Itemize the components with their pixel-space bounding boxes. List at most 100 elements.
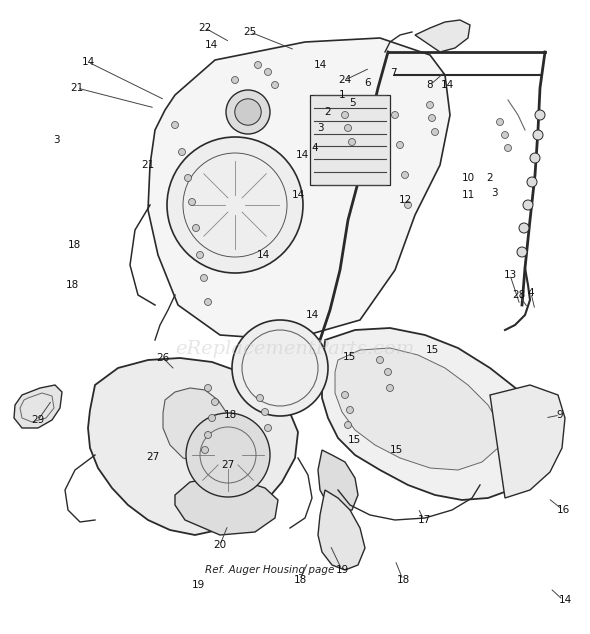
Text: 5: 5: [349, 98, 355, 108]
Circle shape: [235, 99, 261, 125]
Circle shape: [254, 61, 261, 68]
Text: 15: 15: [348, 435, 360, 445]
Circle shape: [261, 408, 268, 415]
Polygon shape: [322, 328, 550, 500]
Text: 15: 15: [342, 352, 356, 362]
Text: 8: 8: [427, 80, 433, 90]
Text: 7: 7: [389, 68, 396, 78]
Text: 17: 17: [417, 515, 431, 525]
Circle shape: [188, 198, 195, 205]
Circle shape: [167, 137, 303, 273]
Circle shape: [342, 112, 349, 119]
Text: 13: 13: [503, 270, 517, 280]
Circle shape: [345, 422, 352, 429]
Text: 14: 14: [558, 595, 572, 605]
Circle shape: [402, 172, 408, 179]
Text: 10: 10: [461, 173, 474, 183]
Circle shape: [349, 138, 356, 145]
Text: Ref. Auger Housing page: Ref. Auger Housing page: [205, 565, 335, 575]
Text: 11: 11: [461, 190, 474, 200]
Circle shape: [211, 399, 218, 406]
Text: 12: 12: [398, 195, 412, 205]
Text: 16: 16: [556, 505, 569, 515]
Text: eReplacementParts.com: eReplacementParts.com: [175, 340, 415, 358]
Circle shape: [497, 119, 503, 126]
Text: 14: 14: [313, 60, 327, 70]
Text: 14: 14: [291, 190, 304, 200]
Circle shape: [346, 406, 353, 413]
Circle shape: [519, 223, 529, 233]
Circle shape: [231, 77, 238, 84]
Circle shape: [431, 129, 438, 136]
Polygon shape: [310, 95, 390, 185]
Text: 2: 2: [324, 107, 332, 117]
Circle shape: [186, 413, 270, 497]
Circle shape: [535, 110, 545, 120]
Circle shape: [385, 368, 392, 375]
Circle shape: [527, 177, 537, 187]
Polygon shape: [14, 385, 62, 428]
Polygon shape: [335, 348, 500, 470]
Text: 4: 4: [312, 143, 319, 153]
Circle shape: [205, 384, 211, 392]
Polygon shape: [88, 358, 298, 535]
Text: 15: 15: [425, 345, 438, 355]
Text: 18: 18: [396, 575, 409, 585]
Circle shape: [205, 299, 211, 306]
Text: 14: 14: [81, 57, 94, 67]
Text: 21: 21: [70, 83, 84, 93]
Text: 3: 3: [317, 123, 323, 133]
Polygon shape: [415, 20, 470, 52]
Circle shape: [396, 141, 404, 148]
Text: 1: 1: [339, 90, 345, 100]
Text: 19: 19: [191, 580, 205, 590]
Text: 14: 14: [306, 310, 319, 320]
Text: 24: 24: [339, 75, 352, 85]
Circle shape: [208, 415, 215, 422]
Text: 3: 3: [491, 188, 497, 198]
Circle shape: [428, 115, 435, 122]
Text: 6: 6: [365, 78, 371, 88]
Text: 14: 14: [440, 80, 454, 90]
Circle shape: [342, 392, 349, 399]
Text: 27: 27: [221, 460, 235, 470]
Text: 9: 9: [557, 410, 563, 420]
Text: 14: 14: [204, 40, 218, 50]
Circle shape: [179, 148, 185, 155]
Text: 28: 28: [512, 290, 526, 300]
Text: 2: 2: [487, 173, 493, 183]
Circle shape: [271, 82, 278, 89]
Circle shape: [504, 145, 512, 152]
Text: 18: 18: [293, 575, 307, 585]
Text: 18: 18: [67, 240, 81, 250]
Circle shape: [264, 68, 271, 75]
Text: 19: 19: [335, 565, 349, 575]
Circle shape: [172, 122, 179, 129]
Circle shape: [201, 275, 208, 281]
Text: 21: 21: [142, 160, 155, 170]
Circle shape: [192, 224, 199, 231]
Circle shape: [232, 320, 328, 416]
Circle shape: [257, 394, 264, 401]
Text: 3: 3: [53, 135, 60, 145]
Circle shape: [196, 252, 204, 259]
Polygon shape: [148, 38, 450, 340]
Text: 26: 26: [156, 353, 170, 363]
Text: 15: 15: [389, 445, 402, 455]
Text: 22: 22: [198, 23, 212, 33]
Text: 25: 25: [243, 27, 257, 37]
Circle shape: [376, 356, 384, 363]
Text: 18: 18: [65, 280, 78, 290]
Circle shape: [226, 90, 270, 134]
Polygon shape: [163, 388, 230, 462]
Circle shape: [502, 131, 509, 138]
Text: 27: 27: [146, 452, 160, 462]
Circle shape: [533, 130, 543, 140]
Circle shape: [530, 153, 540, 163]
Circle shape: [345, 124, 352, 131]
Polygon shape: [318, 450, 358, 512]
Circle shape: [392, 112, 398, 119]
Circle shape: [517, 247, 527, 257]
Circle shape: [264, 425, 271, 432]
Circle shape: [405, 202, 411, 209]
